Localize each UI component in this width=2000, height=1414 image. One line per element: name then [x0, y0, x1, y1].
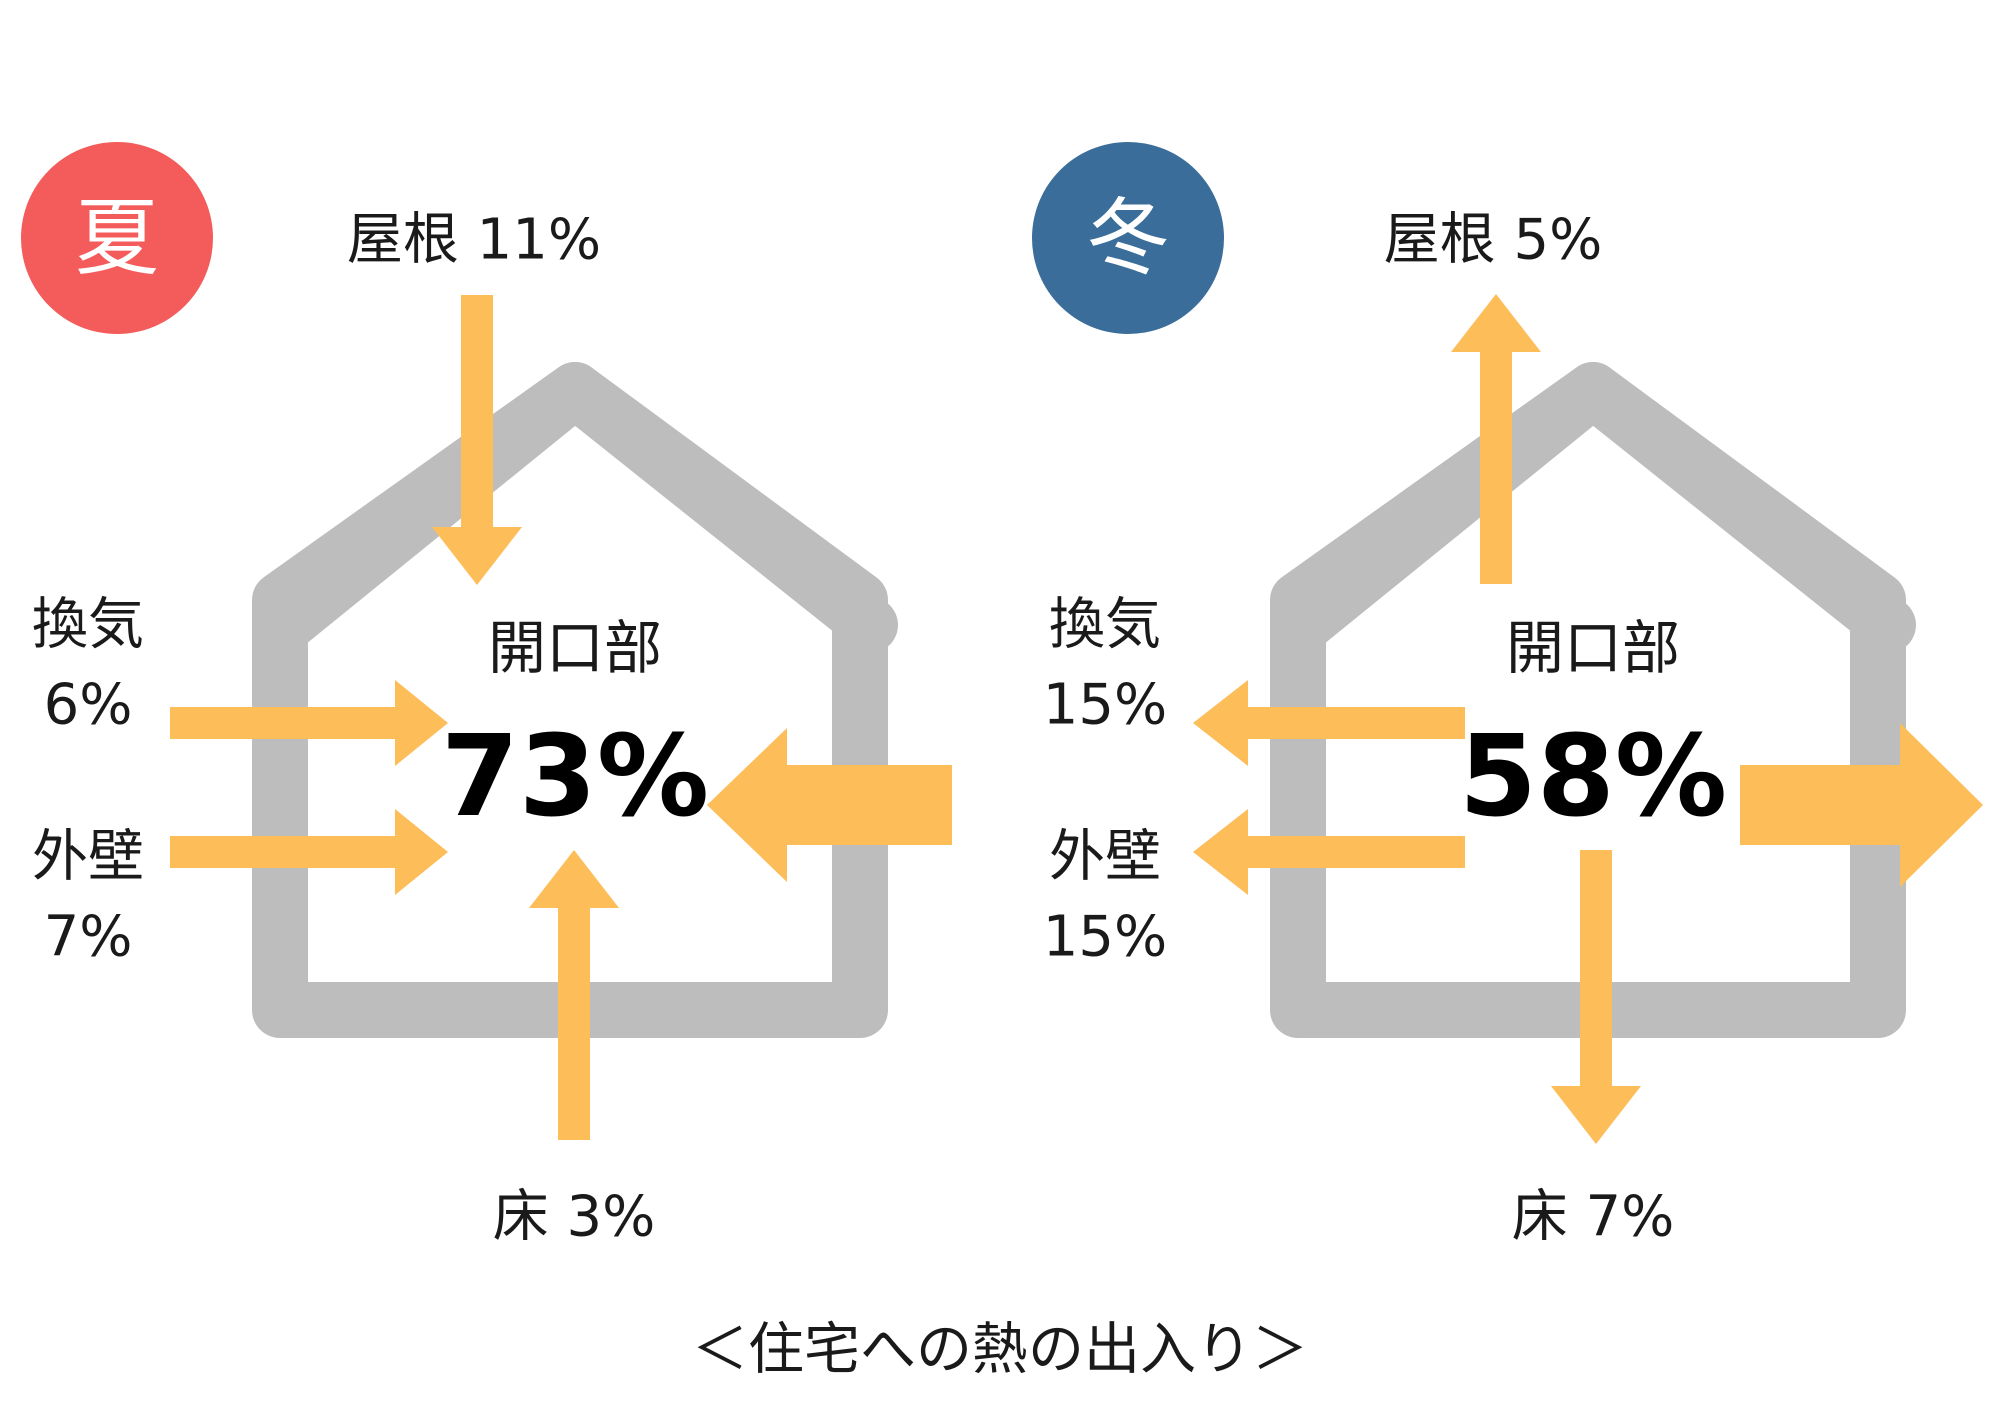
winter-floor-label: 床 7%: [1512, 1185, 1675, 1250]
winter-floor-arrow: [1551, 850, 1641, 1144]
summer-season-label: 夏: [75, 189, 159, 287]
summer-wall-arrow: [170, 809, 448, 895]
summer-ventilation-value: 6%: [44, 673, 133, 738]
summer-roof-arrow: [432, 295, 522, 585]
summer-ventilation-name: 換気: [32, 593, 144, 658]
winter-ventilation-value: 15%: [1043, 673, 1167, 738]
winter-wall-arrow: [1193, 809, 1465, 895]
winter-roof-label: 屋根 5%: [1384, 208, 1603, 273]
winter-badge: [1032, 142, 1224, 334]
winter-opening-name: 開口部: [1506, 614, 1680, 682]
summer-wall-name: 外壁: [32, 825, 144, 890]
summer-opening-name: 開口部: [488, 614, 662, 682]
summer-floor-arrow: [529, 850, 619, 1140]
summer-roof-outline: [257, 362, 898, 653]
winter-roof-arrow: [1451, 294, 1541, 584]
summer-opening-arrow: [707, 728, 952, 882]
winter-ventilation-arrow: [1193, 680, 1465, 766]
winter-ventilation-name: 換気: [1049, 593, 1161, 658]
summer-badge: [21, 142, 213, 334]
winter-wall-value: 15%: [1043, 905, 1167, 970]
winter-wall-name: 外壁: [1049, 825, 1161, 890]
winter-opening-value: 58%: [1459, 712, 1727, 842]
summer-ventilation-arrow: [170, 680, 448, 766]
winter-season-label: 冬: [1086, 189, 1170, 287]
winter-panel: 冬 屋根 5% 換気 15% 外壁 15% 床 7%: [1032, 142, 1983, 1250]
summer-wall-value: 7%: [44, 905, 133, 970]
summer-floor-label: 床 3%: [493, 1185, 656, 1250]
winter-opening-arrow: [1740, 723, 1983, 887]
summer-opening-value: 73%: [441, 712, 709, 842]
winter-roof-outline: [1275, 362, 1916, 653]
summer-roof-label: 屋根 11%: [347, 208, 601, 273]
summer-panel: 夏 屋根 11% 換気 6% 外壁 7% 床 3%: [21, 142, 952, 1250]
diagram-caption: ＜住宅への熱の出入り＞: [692, 1318, 1308, 1383]
